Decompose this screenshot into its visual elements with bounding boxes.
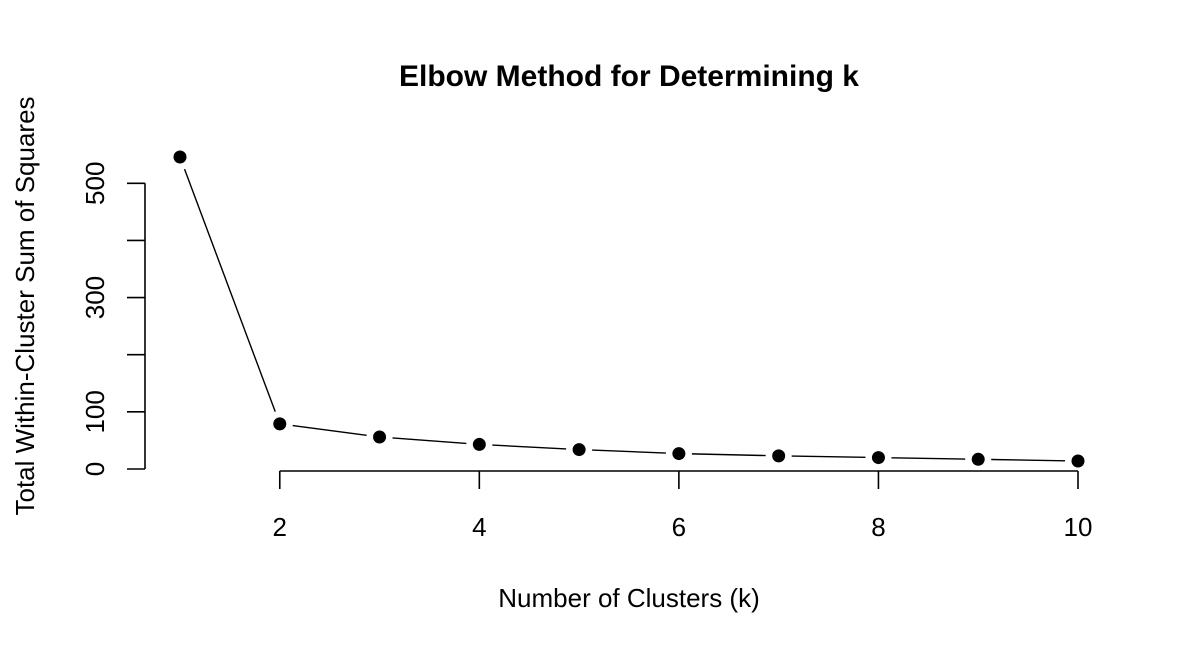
x-ticks: 2 4 6 8 10 [273, 471, 1093, 542]
y-tick-label: 500 [80, 162, 110, 205]
data-point [373, 430, 387, 444]
y-ticks: 0 100 300 500 [80, 162, 145, 476]
series-segment [392, 437, 467, 445]
y-tick-label: 0 [80, 462, 110, 476]
series-segment [492, 444, 567, 450]
data-point [971, 452, 985, 466]
data-point [472, 437, 486, 451]
y-axis: 0 100 300 500 [80, 162, 146, 476]
series-segment [991, 458, 1066, 462]
series-segment [183, 168, 276, 412]
data-point [572, 443, 586, 457]
x-tick-label: 6 [672, 512, 686, 542]
x-tick-label: 8 [871, 512, 885, 542]
x-axis: 2 4 6 8 10 [273, 470, 1093, 542]
x-tick-label: 2 [273, 512, 287, 542]
x-tick-label: 4 [472, 512, 486, 542]
data-point [273, 417, 287, 431]
points-layer [173, 150, 1085, 468]
series-segment [691, 453, 766, 457]
data-point [871, 451, 885, 465]
x-axis-label: Number of Clusters (k) [498, 583, 760, 613]
y-tick-label: 100 [80, 390, 110, 433]
x-tick-label: 10 [1064, 512, 1093, 542]
data-point [1071, 454, 1085, 468]
series-segment [791, 455, 866, 459]
data-point [772, 449, 786, 463]
chart-title: Elbow Method for Determining k [399, 60, 859, 93]
data-point [672, 447, 686, 461]
series-segment [592, 449, 666, 454]
series-layer [183, 168, 1066, 462]
y-axis-label: Total Within-Cluster Sum of Squares [10, 96, 40, 515]
y-tick-label: 300 [80, 276, 110, 319]
series-segment [891, 457, 966, 460]
series-segment [292, 424, 367, 436]
data-point [173, 150, 187, 164]
